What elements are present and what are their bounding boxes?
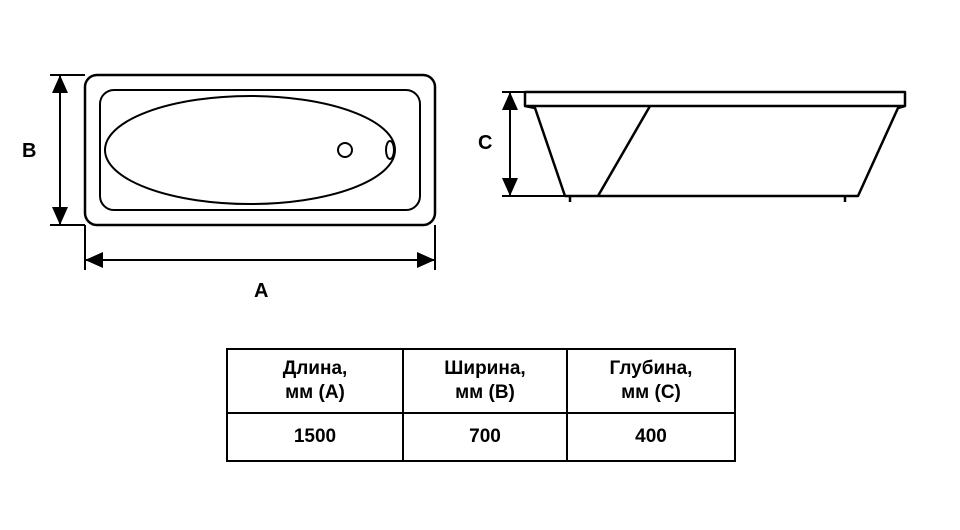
col-length-line2: мм (A) <box>285 382 345 403</box>
side-view-drawing <box>500 0 940 260</box>
label-b: B <box>22 140 36 163</box>
col-depth-line2: мм (C) <box>621 382 681 403</box>
dimension-a <box>85 225 435 270</box>
value-width: 700 <box>403 413 567 461</box>
col-length-line1: Длина, <box>283 358 348 379</box>
overflow-slot <box>386 141 394 159</box>
value-depth: 400 <box>567 413 735 461</box>
label-c: C <box>478 132 492 155</box>
tub-outer-rect <box>85 75 435 225</box>
col-width-line1: Ширина, <box>444 358 525 379</box>
col-width-header: Ширина, мм (B) <box>403 349 567 413</box>
value-length: 1500 <box>227 413 403 461</box>
top-view-drawing <box>0 0 480 330</box>
col-width-line2: мм (B) <box>455 382 515 403</box>
table-header-row: Длина, мм (A) Ширина, мм (B) Глубина, мм… <box>227 349 735 413</box>
dimension-b <box>50 75 85 225</box>
tub-side-profile <box>525 92 905 202</box>
drain-hole <box>338 143 352 157</box>
col-depth-header: Глубина, мм (C) <box>567 349 735 413</box>
tub-inner-rect <box>100 90 420 210</box>
table-value-row: 1500 700 400 <box>227 413 735 461</box>
col-length-header: Длина, мм (A) <box>227 349 403 413</box>
dimensions-table: Длина, мм (A) Ширина, мм (B) Глубина, мм… <box>226 348 736 462</box>
label-a: A <box>254 280 268 303</box>
col-depth-line1: Глубина, <box>610 358 693 379</box>
